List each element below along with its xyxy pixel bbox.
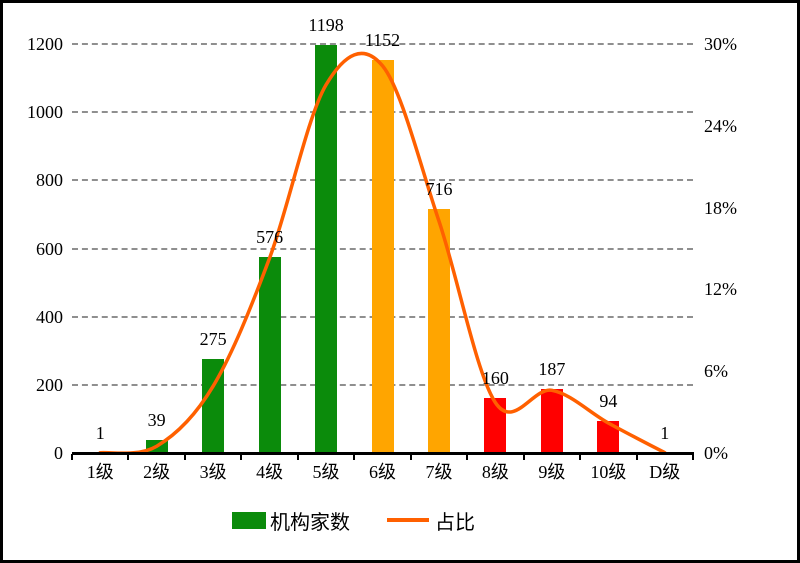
- bar-value-label: 94: [599, 390, 618, 411]
- x-axis-category-label: D级: [649, 462, 681, 482]
- bar-2级: [145, 439, 168, 453]
- x-axis-category-label: 2级: [143, 462, 171, 482]
- x-axis-category-label: 9级: [538, 462, 566, 482]
- bar-value-label: 275: [199, 329, 227, 350]
- x-axis-tick: [692, 454, 694, 460]
- x-axis-tick: [353, 454, 356, 460]
- bar-value-label: 1: [95, 422, 105, 443]
- bar-value-label: 1198: [308, 14, 344, 35]
- bar-3级: [202, 359, 225, 453]
- bar-value-label: 187: [538, 359, 566, 380]
- left-axis-tick-label: 1000: [27, 102, 63, 123]
- x-axis-tick: [240, 454, 243, 460]
- x-axis-category-label: 3级: [199, 462, 227, 482]
- x-axis-category-label: 8级: [481, 462, 509, 482]
- x-axis-tick: [635, 454, 638, 460]
- x-axis-tick: [127, 454, 130, 460]
- legend-bar-swatch: [232, 511, 266, 529]
- right-axis-tick-label: 30%: [704, 34, 737, 54]
- bar-value-label: 39: [147, 409, 166, 430]
- bar-9级: [540, 389, 563, 453]
- bar-value-label: 160: [481, 368, 509, 389]
- bar-5级: [315, 44, 338, 453]
- x-axis-line: [72, 452, 694, 455]
- legend-line-swatch: [387, 518, 429, 522]
- x-axis-category-label: 5级: [312, 462, 340, 482]
- x-axis-tick: [409, 454, 412, 460]
- bar-10级: [597, 420, 620, 453]
- bar-4级: [258, 256, 281, 453]
- x-axis-category-label: 1级: [86, 462, 114, 482]
- right-axis-tick-label: 6%: [704, 361, 728, 382]
- right-axis-tick-label: 18%: [704, 197, 737, 218]
- left-axis-tick-label: 200: [36, 374, 63, 395]
- bar-value-label: 1: [660, 422, 670, 443]
- x-axis-category-label: 4级: [256, 462, 284, 482]
- x-axis-tick: [71, 454, 73, 460]
- left-axis-tick-label: 400: [36, 306, 63, 327]
- left-axis-tick-label: 0: [54, 443, 63, 463]
- x-axis-category-label: 7级: [425, 462, 453, 482]
- bar-value-label: 716: [425, 178, 453, 199]
- left-axis-tick-label: 600: [36, 238, 63, 259]
- bar-value-label: 1152: [364, 30, 401, 51]
- left-axis-tick-label: 1200: [27, 34, 63, 54]
- left-axis-tick-label: 800: [36, 170, 63, 191]
- x-axis-category-label: 6级: [369, 462, 396, 482]
- bar-6级: [371, 60, 394, 453]
- x-axis-tick: [522, 454, 525, 460]
- x-axis-tick: [183, 454, 186, 460]
- legend-label-bar-series: 机构家数: [270, 511, 350, 534]
- right-axis-tick-label: 0%: [704, 443, 728, 463]
- right-axis-tick-label: 24%: [704, 115, 737, 136]
- gridline: [72, 43, 693, 45]
- x-axis-tick: [579, 454, 582, 460]
- bar-8级: [484, 398, 507, 453]
- combo-chart: 1 39 275 576 1198 1152 716 160 187 94 1 1级 2级 3级 4级 5级 6…: [3, 3, 797, 560]
- x-axis-category-label: 10级: [590, 462, 627, 482]
- x-axis-tick: [296, 454, 299, 460]
- right-axis-tick-label: 12%: [704, 279, 737, 300]
- bar-7级: [427, 208, 450, 453]
- legend: 机构家数 占比: [232, 507, 475, 534]
- legend-label-line-series: 占比: [435, 511, 475, 534]
- bar-value-label: 576: [256, 226, 284, 247]
- x-axis-tick: [466, 454, 469, 460]
